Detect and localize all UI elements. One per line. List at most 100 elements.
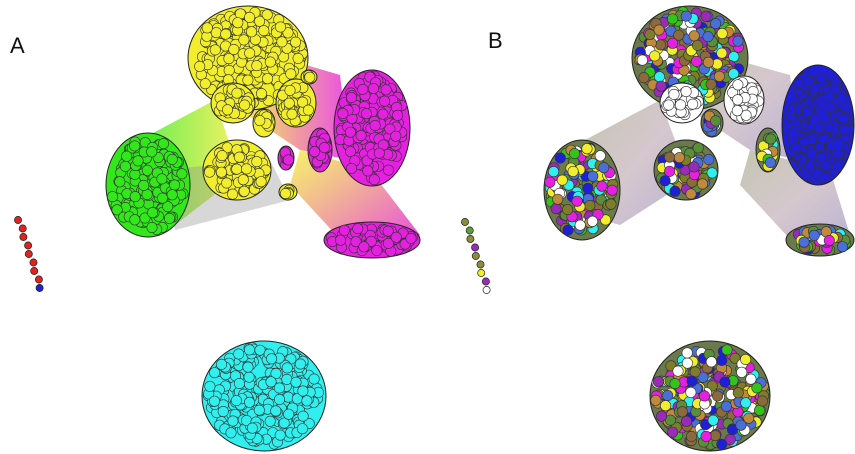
chain-node (29, 258, 38, 267)
panel-label-a: A (10, 33, 25, 58)
chain-node (465, 226, 474, 235)
node (199, 78, 211, 90)
node (689, 366, 701, 378)
node (166, 189, 178, 201)
node (390, 231, 402, 243)
node (720, 400, 732, 412)
node (581, 143, 593, 155)
node (667, 13, 679, 25)
node (681, 357, 693, 369)
node (688, 161, 700, 173)
node (709, 430, 721, 442)
cluster-b-lower (653, 139, 719, 201)
chain-a (14, 216, 44, 292)
node (286, 108, 298, 120)
node (129, 140, 141, 152)
cluster-b-top (631, 5, 749, 111)
node (798, 136, 810, 148)
node (582, 182, 594, 194)
cluster-green (105, 132, 191, 238)
node (358, 241, 370, 253)
node (672, 365, 684, 377)
node (692, 142, 704, 154)
node (222, 104, 234, 116)
node (382, 237, 394, 249)
node (244, 344, 256, 356)
node (216, 358, 228, 370)
node (659, 175, 671, 187)
node (292, 52, 304, 64)
node (352, 223, 364, 235)
node (337, 108, 349, 120)
node (111, 204, 123, 216)
node (685, 188, 697, 200)
node (702, 56, 714, 68)
node (246, 26, 258, 38)
node (562, 204, 574, 216)
node (254, 15, 266, 27)
node (574, 219, 586, 231)
node (644, 28, 656, 40)
node (674, 99, 686, 111)
node (357, 83, 369, 95)
node (296, 423, 308, 435)
node (696, 178, 708, 190)
node (169, 179, 181, 191)
node (736, 366, 748, 378)
chain-node (19, 233, 28, 241)
node (808, 229, 820, 241)
node (221, 177, 233, 189)
node (266, 353, 278, 365)
node (216, 166, 228, 178)
node (836, 241, 848, 253)
node (719, 376, 731, 388)
node (146, 146, 158, 158)
node (132, 155, 144, 167)
node (655, 39, 667, 51)
node (668, 88, 680, 100)
node (223, 64, 235, 76)
node (649, 50, 661, 62)
node (756, 395, 768, 407)
node (278, 417, 290, 429)
node (673, 152, 685, 164)
node (254, 115, 266, 127)
node (362, 165, 374, 177)
node (700, 430, 712, 442)
node (745, 373, 757, 385)
node (392, 109, 404, 121)
node (731, 105, 743, 117)
chain-node (24, 250, 33, 258)
node (253, 404, 265, 416)
node (309, 146, 321, 158)
node (712, 390, 724, 402)
chain-node (35, 284, 44, 292)
node (765, 133, 777, 145)
node (231, 163, 243, 175)
node (251, 156, 263, 168)
node (231, 87, 243, 99)
node (382, 164, 394, 176)
node (685, 430, 697, 442)
node (232, 17, 244, 29)
node (716, 27, 728, 39)
node (705, 356, 717, 368)
node (716, 47, 728, 59)
node (146, 222, 158, 234)
node (735, 419, 747, 431)
node (297, 410, 309, 422)
node (318, 142, 330, 154)
node (820, 160, 832, 172)
node (255, 88, 267, 100)
node (283, 97, 295, 109)
node (663, 99, 675, 111)
node (239, 99, 251, 111)
node (258, 25, 270, 37)
panel-b-network (461, 5, 855, 452)
node (107, 191, 119, 203)
node (157, 192, 169, 204)
node (655, 410, 667, 422)
node (129, 214, 141, 226)
node (667, 426, 679, 438)
node (638, 72, 650, 84)
